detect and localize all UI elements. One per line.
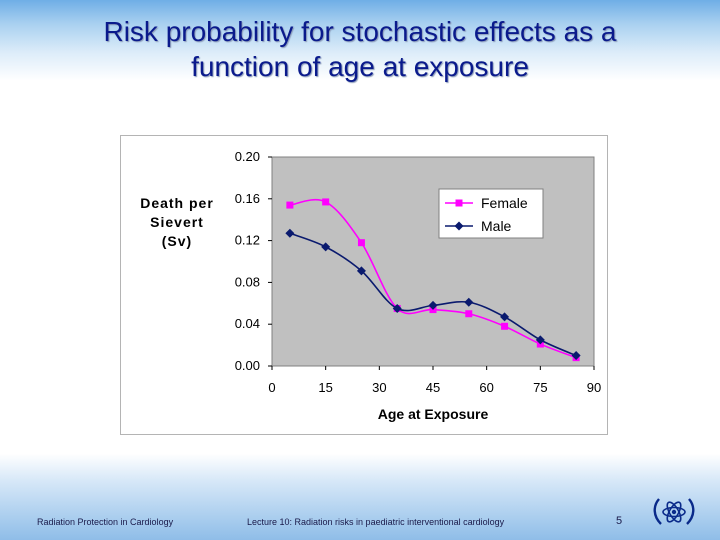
female-data-point [322,198,330,206]
y-axis-title-line: (Sv) [162,233,192,249]
title-band [0,0,720,95]
female-data-point [465,310,473,318]
male-data-point [535,335,545,345]
female-data-point [286,201,294,209]
footer-lecture-title: Lecture 10: Radiation risks in paediatri… [247,517,505,527]
male-data-point [571,351,581,361]
slide-title: Risk probability for stochastic effects … [20,14,700,84]
x-tick-label: 15 [318,380,332,395]
legend-marker-female [455,199,463,207]
male-data-point [321,242,331,252]
plot-area [271,156,595,367]
iaea-logo-icon [653,498,695,525]
page-number: 5 [616,515,623,527]
x-tick-label: 30 [372,380,386,395]
y-axis-title-line: Sievert [150,214,204,230]
y-tick-label: 0.12 [235,233,260,248]
male-data-point [428,300,438,310]
male-data-point [392,304,402,314]
legend-label-male: Male [481,218,512,234]
title-line-2: function of age at exposure [191,51,529,82]
y-tick-label: 0.16 [235,191,260,206]
chart-frame: 0.00 0.04 0.08 0.12 0.16 0.20 0 15 30 45 60 75 90 Age… [120,135,608,435]
female-data-point [357,239,365,247]
male-data-point [285,228,295,238]
y-tick-label: 0.20 [235,149,260,164]
male-data-point [500,312,510,322]
x-tick-label: 75 [533,380,547,395]
y-tick-label: 0.08 [235,274,260,289]
y-tick-label: 0.00 [235,358,260,373]
x-tick-label: 45 [426,380,440,395]
female-data-point [501,322,509,330]
title-line-1: Risk probability for stochastic effects … [103,16,617,47]
x-tick-label: 0 [268,380,275,395]
x-axis-title: Age at Exposure [378,406,489,422]
legend-marker-male [454,221,464,231]
legend-label-female: Female [481,195,528,211]
x-tick-label: 60 [479,380,493,395]
male-data-point [464,297,474,307]
risk-age-chart: 0.00 0.04 0.08 0.12 0.16 0.20 0 15 30 45 60 75 90 Age… [140,149,601,422]
y-tick-label: 0.04 [235,316,260,331]
chart-legend [438,188,544,239]
footer-course-title: Radiation Protection in Cardiology [37,517,174,527]
x-tick-label: 90 [587,380,601,395]
y-axis-title-line: Death per [140,195,214,211]
male-data-point [356,266,366,276]
